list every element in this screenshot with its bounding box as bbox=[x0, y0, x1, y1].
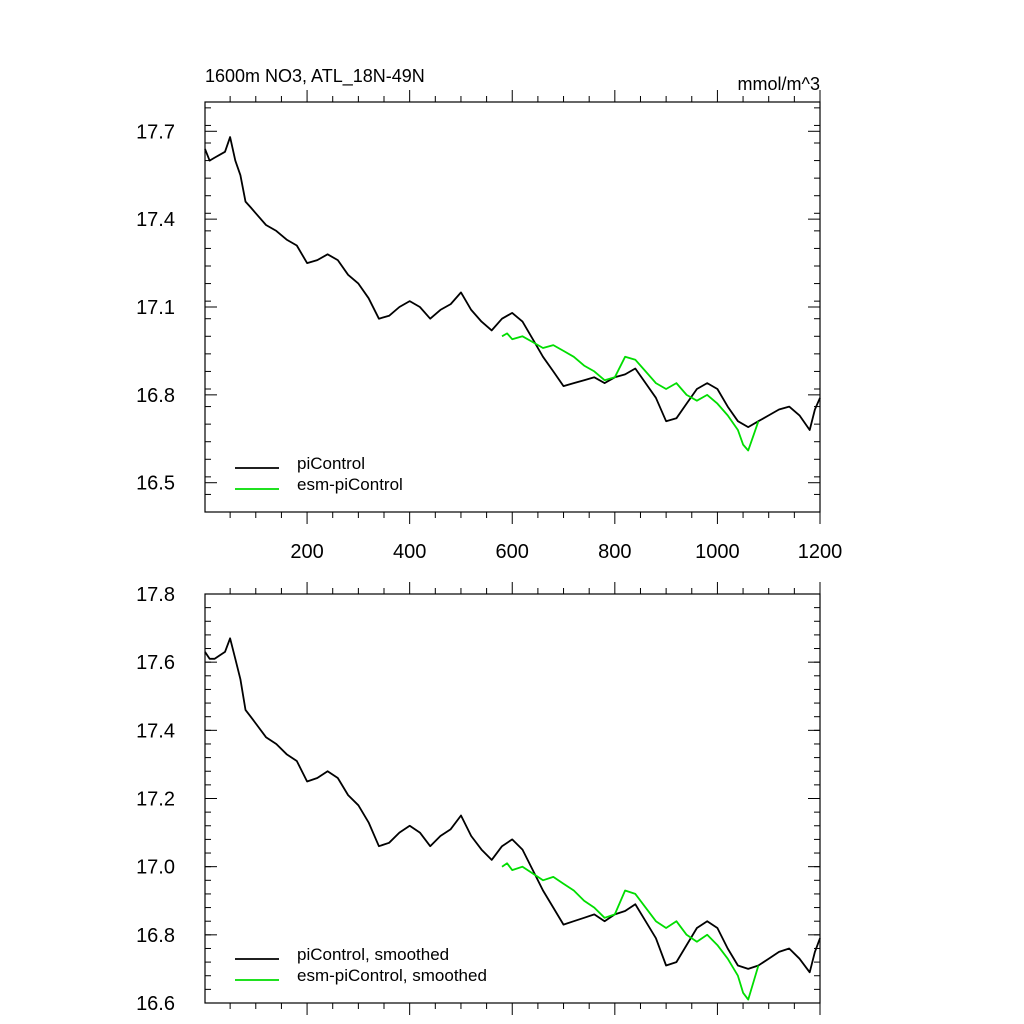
series-line-picontrol bbox=[204, 136, 821, 431]
y-tick-label: 16.6 bbox=[136, 993, 175, 1015]
x-tick-label: 1200 bbox=[798, 541, 843, 563]
y-tick-label: 16.8 bbox=[136, 925, 175, 947]
y-tick-label: 16.5 bbox=[136, 473, 175, 495]
panel-top: 16.5 16.8 17.1 17.4 17.7 200 400 600 800 1000 1200… bbox=[136, 66, 842, 563]
series-line-esm-picontrol-smoothed bbox=[501, 862, 760, 1001]
panel-bottom: 16.6 16.8 17.0 17.2 17.4 17.6 17.8 piControl, s… bbox=[136, 582, 821, 1015]
legend-label: piControl bbox=[297, 454, 365, 473]
x-tick-label: 800 bbox=[598, 541, 631, 563]
chart-title: 1600m NO3, ATL_18N-49N bbox=[205, 66, 425, 87]
legend-label: esm-piControl bbox=[297, 475, 403, 494]
x-tick-label: 200 bbox=[290, 541, 323, 563]
legend-label: esm-piControl, smoothed bbox=[297, 966, 487, 985]
series-line-esm-picontrol bbox=[501, 332, 760, 452]
y-tick-label: 17.2 bbox=[136, 789, 175, 811]
x-tick-label: 600 bbox=[496, 541, 529, 563]
units-label: mmol/m^3 bbox=[738, 74, 820, 94]
y-tick-label: 17.0 bbox=[136, 857, 175, 879]
y-tick-label: 17.1 bbox=[136, 297, 175, 319]
y-tick-label: 17.7 bbox=[136, 121, 175, 143]
series-line-picontrol-smoothed bbox=[204, 637, 821, 974]
plot-frame bbox=[204, 101, 821, 513]
y-tick-label: 16.8 bbox=[136, 385, 175, 407]
legend-label: piControl, smoothed bbox=[297, 945, 449, 964]
x-tick-label: 1000 bbox=[695, 541, 740, 563]
y-tick-label: 17.4 bbox=[136, 209, 175, 231]
y-tick-label: 17.4 bbox=[136, 720, 175, 742]
x-tick-label: 400 bbox=[393, 541, 426, 563]
y-tick-label: 17.8 bbox=[136, 584, 175, 606]
y-tick-label: 17.6 bbox=[136, 652, 175, 674]
plot-frame bbox=[204, 593, 821, 1004]
